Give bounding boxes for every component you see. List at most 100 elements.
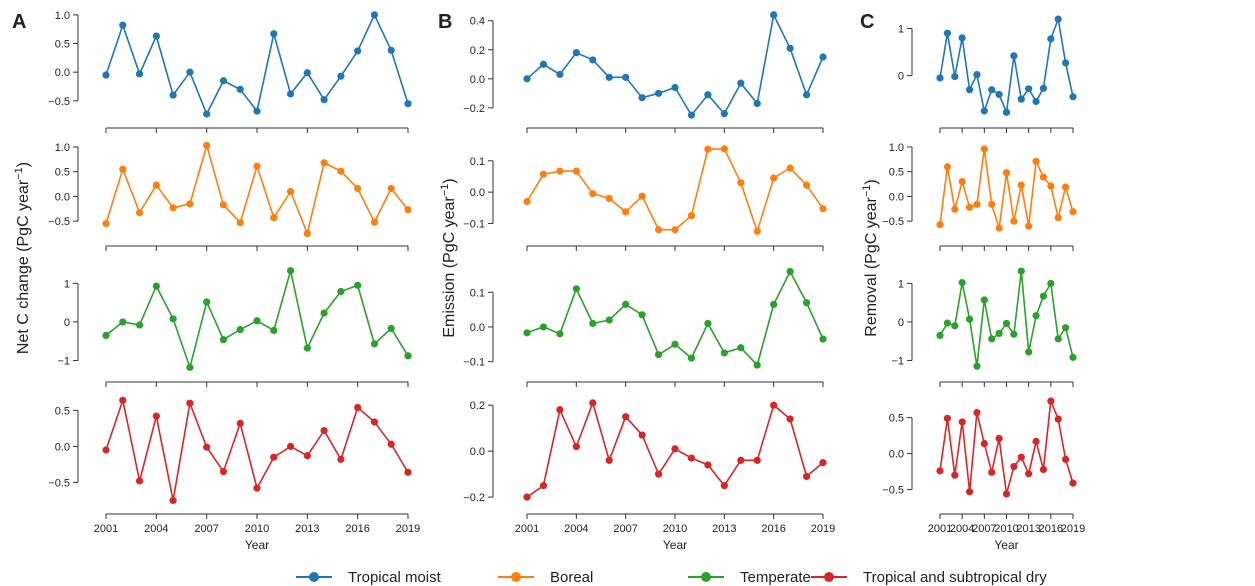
data-point [973, 200, 981, 208]
data-point [539, 323, 548, 331]
y-tick-label: 0 [898, 317, 904, 329]
data-point [119, 21, 127, 29]
series-line [526, 269, 824, 367]
data-point [973, 408, 981, 417]
data-point [704, 145, 712, 153]
y-tick-label: 1.0 [889, 142, 904, 154]
data-point [286, 442, 295, 450]
legend-label: Tropical and subtropical dry [863, 569, 1047, 586]
data-point [720, 349, 728, 357]
data-point [203, 443, 211, 451]
data-point [203, 298, 211, 306]
series-line [105, 142, 409, 237]
data-point [253, 484, 261, 492]
panel-letter: B [438, 11, 452, 33]
data-point [253, 162, 261, 170]
data-point [1025, 222, 1033, 230]
data-point [770, 174, 778, 182]
data-point [965, 488, 974, 496]
data-point [270, 30, 278, 38]
data-point [270, 453, 278, 461]
data-point [654, 470, 663, 478]
data-point [354, 281, 362, 289]
data-point [102, 446, 110, 454]
y-tick-label: 0.4 [470, 16, 485, 28]
data-point [605, 73, 613, 81]
data-point [1062, 183, 1070, 191]
data-point [943, 319, 951, 327]
y-tick-label: 0.5 [55, 39, 70, 51]
panel-letter: C [860, 11, 874, 33]
data-point [270, 326, 278, 334]
data-point [556, 167, 564, 175]
data-point [951, 322, 959, 330]
data-point [1039, 84, 1048, 92]
data-point [965, 203, 974, 211]
y-tick-label: 0.0 [55, 67, 70, 79]
data-point [1002, 490, 1011, 498]
x-tick-label: 2004 [144, 523, 168, 535]
data-point [1032, 437, 1040, 445]
x-tick-label: 2004 [950, 523, 974, 535]
y-tick-label: −0.1 [463, 218, 485, 230]
data-point [1010, 52, 1018, 60]
data-point [988, 335, 996, 343]
x-tick-label: 2013 [712, 523, 736, 535]
data-point [186, 399, 194, 407]
y-tick-label: 0.5 [55, 167, 70, 179]
data-point [1017, 95, 1025, 103]
legend-label: Tropical moist [348, 569, 442, 586]
y-axis-label: Removal (PgC year−1) [861, 179, 880, 336]
y-tick-label: −0.1 [463, 357, 485, 369]
y-axis-label: Net C change (PgC year−1) [13, 162, 32, 354]
data-point [556, 330, 564, 338]
subplot-0: −0.5 0.0 0.5 1.0 [48, 10, 412, 133]
data-point [1047, 182, 1055, 190]
legend-item: Boreal [498, 569, 593, 586]
x-tick-label: 2013 [295, 523, 319, 535]
y-tick-label: −0.5 [882, 485, 904, 497]
x-tick-label: 2001 [928, 523, 952, 535]
y-tick-label: 0.0 [470, 187, 485, 199]
x-tick-label: 2004 [564, 523, 588, 535]
data-point [980, 296, 988, 304]
data-point [337, 287, 345, 296]
data-point [995, 434, 1003, 443]
y-tick-label: 0 [898, 71, 904, 83]
data-point [638, 431, 646, 439]
subplot-3: −0.2 0.0 0.2 2001 2004 2007 2010 2013 2016 2019 [463, 399, 835, 535]
data-point [523, 75, 531, 83]
data-point [704, 91, 712, 99]
y-tick-label: 0.0 [55, 441, 70, 453]
y-tick-label: 1.0 [55, 10, 70, 22]
x-tick-label: 2019 [1061, 523, 1085, 535]
y-tick-label: 1.0 [55, 142, 70, 154]
data-point [135, 70, 144, 78]
data-point [943, 29, 951, 37]
data-point [186, 68, 194, 76]
subplot-2: −0.1 0.0 0.1 [463, 267, 827, 387]
data-point [236, 419, 244, 427]
data-point [236, 85, 244, 93]
data-point [622, 300, 630, 308]
data-point [770, 401, 778, 409]
data-point [1039, 465, 1048, 474]
data-point [622, 208, 630, 216]
data-point [102, 220, 110, 228]
data-point [770, 11, 778, 19]
data-point [638, 311, 646, 319]
data-point [638, 94, 646, 102]
data-point [1010, 462, 1018, 471]
y-tick-label: 1 [64, 278, 70, 290]
y-tick-label: −0.5 [882, 216, 904, 228]
x-tick-label: 2001 [94, 523, 118, 535]
data-point [819, 53, 827, 61]
legend: Tropical moist Boreal Temperate Tropical an… [296, 569, 1047, 586]
y-tick-label: 0.0 [470, 446, 485, 458]
data-point [753, 99, 761, 108]
data-point [980, 439, 988, 448]
y-tick-label: 0.5 [889, 413, 904, 425]
y-tick-label: 1 [898, 278, 904, 290]
data-point [671, 226, 679, 234]
y-tick-label: −0.5 [48, 96, 70, 108]
